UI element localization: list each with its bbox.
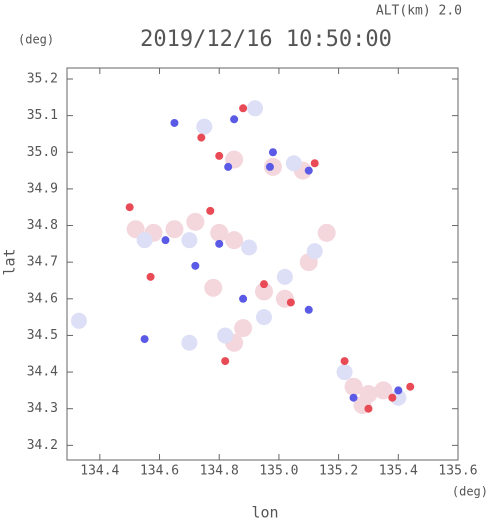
echo-point bbox=[181, 334, 198, 351]
x-tick-label: 134.6 bbox=[140, 464, 179, 479]
echo-point bbox=[364, 404, 373, 413]
y-tick-label: 34.5 bbox=[27, 328, 58, 343]
echo-point bbox=[230, 115, 239, 124]
echo-point bbox=[70, 312, 87, 329]
echo-point bbox=[221, 357, 230, 366]
echo-point bbox=[224, 162, 233, 171]
x-tick-label: 135.4 bbox=[379, 464, 418, 479]
y-tick-label: 35.1 bbox=[27, 108, 58, 123]
y-tick-label: 34.7 bbox=[27, 255, 58, 270]
y-tick-label: 34.4 bbox=[27, 365, 58, 380]
echo-point bbox=[191, 261, 200, 270]
x-axis-label: lon bbox=[251, 504, 278, 521]
echo-point bbox=[336, 364, 353, 381]
echo-point bbox=[204, 278, 223, 297]
echo-point bbox=[247, 100, 264, 117]
x-unit: (deg) bbox=[452, 485, 488, 499]
echo-point bbox=[239, 294, 248, 303]
echo-point bbox=[197, 133, 206, 142]
echo-point bbox=[206, 206, 215, 215]
echo-point bbox=[310, 159, 319, 168]
echo-point bbox=[268, 148, 277, 157]
altitude-note: ALT(km) 2.0 bbox=[376, 4, 462, 19]
echo-point bbox=[306, 243, 323, 260]
echo-point bbox=[374, 381, 393, 400]
y-tick-label: 34.8 bbox=[27, 218, 58, 233]
echo-point bbox=[388, 393, 397, 402]
echo-point bbox=[217, 327, 234, 344]
echo-point bbox=[285, 155, 302, 172]
echo-point bbox=[317, 223, 336, 242]
x-tick-label: 134.4 bbox=[80, 464, 119, 479]
y-tick-label: 35.2 bbox=[27, 71, 58, 86]
echo-point bbox=[349, 393, 358, 402]
echo-point bbox=[196, 118, 213, 135]
echo-point bbox=[215, 151, 224, 160]
y-tick-label: 34.2 bbox=[27, 438, 58, 453]
y-tick-label: 34.6 bbox=[27, 291, 58, 306]
echo-point bbox=[146, 272, 155, 281]
echo-point bbox=[225, 231, 244, 250]
echo-point bbox=[394, 386, 403, 395]
x-tick-label: 135.0 bbox=[259, 464, 298, 479]
echo-point bbox=[239, 104, 248, 113]
y-tick-label: 35.0 bbox=[27, 145, 58, 160]
y-tick-label: 34.9 bbox=[27, 181, 58, 196]
echo-point bbox=[125, 203, 134, 212]
y-unit: (deg) bbox=[18, 33, 54, 47]
chart-title: 2019/12/16 10:50:00 bbox=[140, 27, 392, 52]
echo-point bbox=[340, 357, 349, 366]
echo-point bbox=[241, 239, 258, 256]
y-tick-label: 34.3 bbox=[27, 401, 58, 416]
echo-point bbox=[255, 309, 272, 326]
echo-point bbox=[161, 236, 170, 245]
echo-point bbox=[276, 268, 293, 285]
echo-point bbox=[136, 232, 153, 249]
x-tick-label: 135.2 bbox=[319, 464, 358, 479]
echo-point bbox=[181, 232, 198, 249]
echo-point bbox=[234, 319, 253, 338]
echo-point bbox=[344, 377, 363, 396]
echo-point bbox=[170, 118, 179, 127]
plot-frame bbox=[66, 67, 459, 461]
echo-point bbox=[304, 305, 313, 314]
y-axis-label: lat bbox=[1, 248, 19, 275]
echo-point bbox=[140, 335, 149, 344]
echo-point bbox=[210, 223, 229, 242]
echo-point bbox=[259, 280, 268, 289]
echo-point bbox=[390, 389, 407, 406]
echo-point bbox=[406, 382, 415, 391]
echo-point bbox=[304, 166, 313, 175]
echo-point bbox=[286, 298, 295, 307]
echo-point bbox=[186, 212, 205, 231]
echo-point bbox=[165, 220, 184, 239]
echo-point bbox=[265, 162, 274, 171]
x-tick-label: 134.8 bbox=[200, 464, 239, 479]
echo-point bbox=[215, 239, 224, 248]
x-tick-label: 135.6 bbox=[438, 464, 477, 479]
echo-point bbox=[254, 282, 273, 301]
